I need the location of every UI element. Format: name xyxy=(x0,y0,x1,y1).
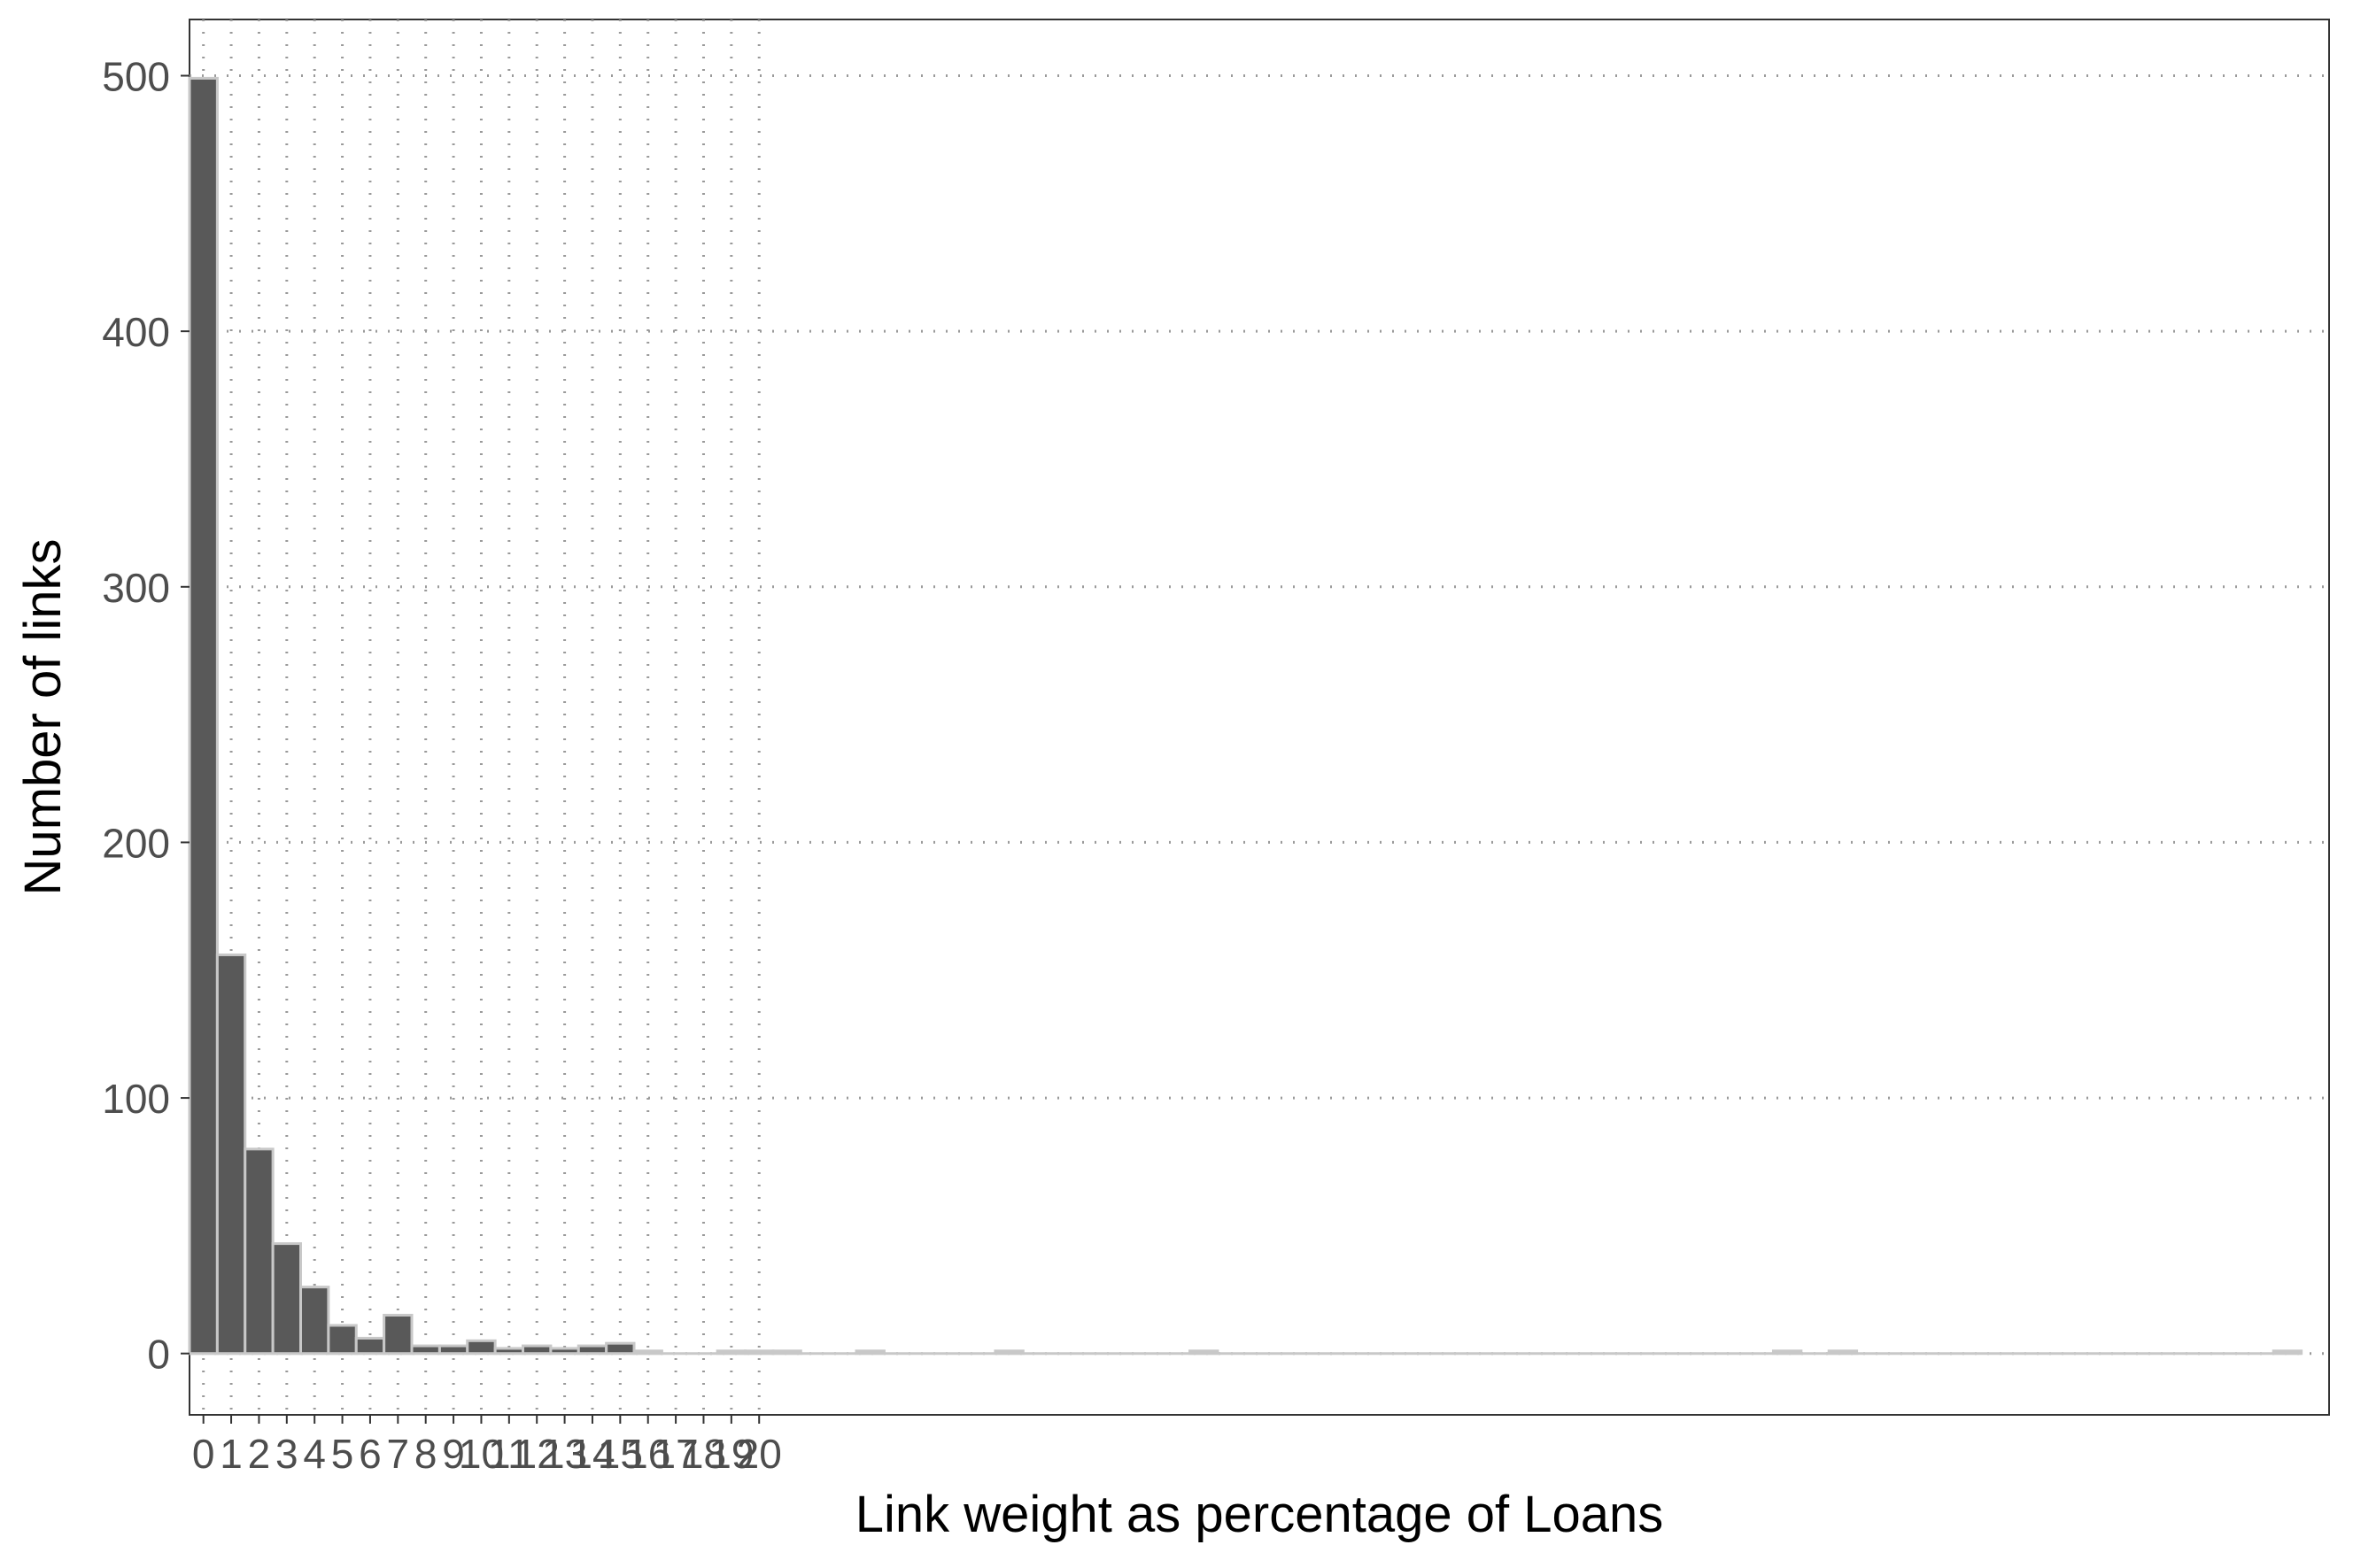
histogram-bar xyxy=(383,1313,414,1356)
x-tick-label: 9 xyxy=(442,1431,465,1477)
histogram-bar xyxy=(354,1336,386,1356)
histogram-bar xyxy=(1771,1349,1803,1356)
histogram-bar xyxy=(1188,1349,1219,1356)
y-tick-label: 200 xyxy=(102,820,170,866)
x-tick-label: 16 xyxy=(625,1431,670,1477)
x-tick-label: 19 xyxy=(708,1431,754,1477)
y-tick-label: 400 xyxy=(102,309,170,355)
bars xyxy=(188,76,2303,1356)
histogram-bar xyxy=(605,1341,636,1356)
histogram-bar xyxy=(188,76,219,1356)
histogram-bar xyxy=(410,1344,441,1356)
x-tick-label: 0 xyxy=(192,1431,215,1477)
histogram-bar xyxy=(744,1349,775,1356)
x-tick-label: 1 xyxy=(220,1431,243,1477)
histogram-bar xyxy=(466,1339,497,1356)
histogram-bar xyxy=(327,1324,358,1356)
x-tick-label: 12 xyxy=(515,1431,560,1477)
x-tick-label: 15 xyxy=(598,1431,643,1477)
histogram-bar xyxy=(2272,1349,2303,1356)
y-tick-label: 100 xyxy=(102,1076,170,1122)
y-tick-label: 500 xyxy=(102,54,170,100)
histogram-bar xyxy=(244,1147,275,1356)
histogram-bar xyxy=(855,1349,886,1356)
x-tick-label: 14 xyxy=(569,1431,615,1477)
x-tick-label: 20 xyxy=(737,1431,782,1477)
y-axis-ticks: 0 100 200 300 400 500 xyxy=(102,54,190,1378)
x-tick-label: 13 xyxy=(542,1431,587,1477)
histogram-bar xyxy=(299,1286,330,1356)
x-tick-label: 10 xyxy=(459,1431,504,1477)
y-tick-label: 300 xyxy=(102,565,170,611)
x-tick-label: 7 xyxy=(387,1431,410,1477)
y-tick-label: 0 xyxy=(147,1332,170,1378)
histogram-bar xyxy=(771,1349,802,1356)
histogram-bar xyxy=(522,1344,553,1356)
x-tick-label: 18 xyxy=(681,1431,726,1477)
histogram-bar xyxy=(271,1242,303,1356)
histogram-bar xyxy=(577,1344,608,1356)
x-tick-label: 2 xyxy=(248,1431,271,1477)
x-tick-label: 11 xyxy=(488,1431,530,1477)
histogram-bar xyxy=(549,1347,580,1356)
histogram-bar xyxy=(493,1347,525,1356)
histogram-bar xyxy=(437,1344,469,1356)
x-tick-label: 4 xyxy=(303,1431,326,1477)
x-axis-title: Link weight as percentage of Loans xyxy=(855,1486,1664,1543)
plot-panel xyxy=(189,19,2330,1416)
histogram-bar xyxy=(716,1349,747,1356)
x-tick-label: 6 xyxy=(359,1431,382,1477)
x-tick-label: 3 xyxy=(275,1431,298,1477)
histogram-bar xyxy=(994,1349,1025,1356)
histogram-bar xyxy=(632,1349,663,1356)
histogram-bar xyxy=(215,953,247,1356)
y-axis-title: Number of links xyxy=(14,539,72,896)
x-tick-label: 8 xyxy=(414,1431,437,1477)
x-tick-label: 17 xyxy=(654,1431,699,1477)
histogram-bar xyxy=(1827,1349,1859,1356)
x-tick-label: 5 xyxy=(331,1431,354,1477)
